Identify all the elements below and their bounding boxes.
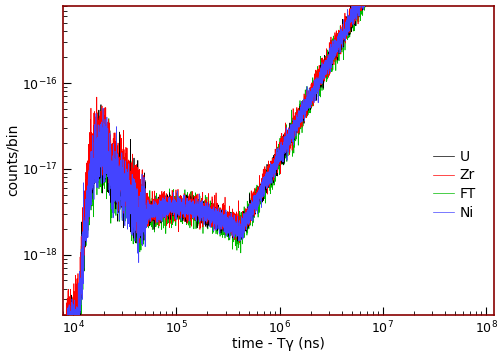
Ni	[65, 325, 71, 329]
Line: FT: FT	[71, 0, 481, 349]
Zr	[312, 80, 318, 84]
FT	[225, 215, 231, 219]
U	[223, 230, 229, 234]
Ni	[66, 347, 72, 351]
Y-axis label: counts/bin: counts/bin	[6, 124, 20, 196]
Zr	[63, 321, 69, 326]
Line: Ni: Ni	[68, 0, 481, 349]
Zr	[222, 223, 228, 228]
Ni	[140, 184, 146, 188]
FT	[335, 40, 341, 44]
FT	[68, 347, 74, 351]
U	[313, 76, 319, 81]
U	[141, 210, 147, 215]
U	[334, 54, 340, 59]
FT	[68, 329, 74, 333]
Ni	[334, 46, 340, 50]
Line: Zr: Zr	[66, 0, 481, 349]
Ni	[313, 89, 319, 94]
Zr	[63, 347, 69, 351]
Zr	[333, 39, 339, 43]
FT	[143, 214, 149, 218]
Ni	[223, 223, 229, 227]
X-axis label: time - Tγ (ns): time - Tγ (ns)	[232, 337, 325, 351]
FT	[314, 79, 320, 84]
U	[66, 306, 72, 311]
Zr	[139, 205, 145, 210]
U	[66, 347, 72, 351]
Legend: U, Zr, FT, Ni: U, Zr, FT, Ni	[430, 147, 479, 223]
Line: U: U	[69, 0, 481, 349]
